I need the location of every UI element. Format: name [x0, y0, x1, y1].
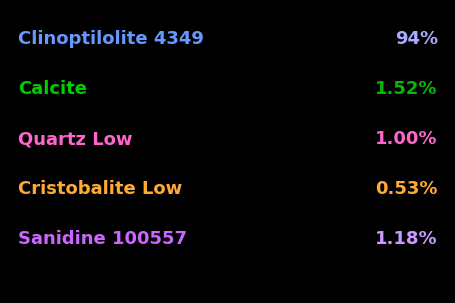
- Text: Sanidine 100557: Sanidine 100557: [18, 230, 187, 248]
- Text: 1.18%: 1.18%: [374, 230, 437, 248]
- Text: 0.53%: 0.53%: [374, 180, 437, 198]
- Text: 94%: 94%: [394, 30, 437, 48]
- Text: Calcite: Calcite: [18, 80, 87, 98]
- Text: Clinoptilolite 4349: Clinoptilolite 4349: [18, 30, 204, 48]
- Text: Quartz Low: Quartz Low: [18, 130, 132, 148]
- Text: 1.00%: 1.00%: [374, 130, 437, 148]
- Text: Cristobalite Low: Cristobalite Low: [18, 180, 182, 198]
- Text: 1.52%: 1.52%: [374, 80, 437, 98]
